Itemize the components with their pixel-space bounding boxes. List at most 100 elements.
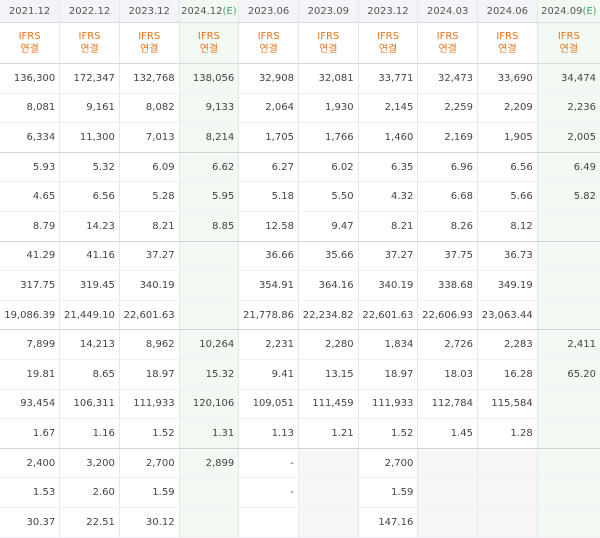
value-cell: 5.18 bbox=[238, 181, 299, 212]
value-cell: 12.58 bbox=[238, 211, 299, 242]
value-cell: 1,766 bbox=[297, 122, 359, 153]
value-cell: 340.19 bbox=[357, 270, 418, 301]
value-cell: 6.02 bbox=[297, 152, 359, 183]
value-cell: 3,200 bbox=[59, 448, 120, 479]
value-cell: 22,606.93 bbox=[417, 300, 478, 331]
value-cell: 32,081 bbox=[297, 63, 359, 94]
value-cell: 1.52 bbox=[118, 418, 180, 449]
consolidated-label: 연결 bbox=[498, 44, 517, 55]
ifrs-cell: IFRS 연결 bbox=[0, 22, 60, 64]
value-cell: 37.27 bbox=[357, 241, 418, 272]
table-row: 6,334 11,300 7,013 8,214 1,705 1,766 1,460 2,16… bbox=[0, 122, 600, 153]
value-cell: 136,300 bbox=[0, 63, 60, 94]
table-row: 1.67 1.16 1.52 1.31 1.13 1.21 1.52 1.45 1.28 bbox=[0, 418, 600, 449]
value-cell: 22,601.63 bbox=[357, 300, 418, 331]
value-cell: 112,784 bbox=[417, 389, 478, 420]
value-cell: 5.66 bbox=[477, 181, 538, 212]
value-cell: 8.79 bbox=[0, 211, 60, 242]
table-row: 93,454 106,311 111,933 120,106 109,051 111,45… bbox=[0, 389, 600, 420]
value-cell: 14.23 bbox=[59, 211, 120, 242]
value-cell: 41.16 bbox=[59, 241, 120, 272]
consolidated-label: 연결 bbox=[20, 44, 39, 55]
ifrs-label: IFRS bbox=[197, 31, 220, 42]
value-cell: 172,347 bbox=[59, 63, 120, 94]
value-cell: 1.28 bbox=[477, 418, 538, 449]
period-label: 2024.12 bbox=[181, 5, 223, 17]
value-cell: 1.67 bbox=[0, 418, 60, 449]
value-cell: 8,082 bbox=[118, 93, 180, 124]
value-cell bbox=[536, 270, 600, 301]
value-cell: 65.20 bbox=[536, 359, 600, 390]
value-cell: 22,234.82 bbox=[297, 300, 359, 331]
value-cell: 15.32 bbox=[178, 359, 239, 390]
consolidated-label: 연결 bbox=[259, 44, 278, 55]
value-cell: 2,169 bbox=[417, 122, 478, 153]
value-cell: 41.29 bbox=[0, 241, 60, 272]
value-cell: 11,300 bbox=[59, 122, 120, 153]
table-row: 8,081 9,161 8,082 9,133 2,064 1,930 2,145 2,259… bbox=[0, 93, 600, 124]
value-cell bbox=[536, 477, 600, 508]
value-cell: 5.50 bbox=[297, 181, 359, 212]
value-cell bbox=[297, 477, 359, 508]
value-cell: 5.82 bbox=[536, 181, 600, 212]
value-cell bbox=[178, 477, 239, 508]
value-cell: 2,283 bbox=[477, 329, 538, 360]
table-row: 5.93 5.32 6.09 6.62 6.27 6.02 6.35 6.96 6.56 6.49 bbox=[0, 152, 600, 183]
value-cell bbox=[477, 477, 538, 508]
value-cell: 4.32 bbox=[357, 181, 418, 212]
ifrs-label: IFRS bbox=[436, 31, 459, 42]
value-cell: 14,213 bbox=[59, 329, 120, 360]
value-cell: 2,411 bbox=[536, 329, 600, 360]
ifrs-cell: IFRS 연결 bbox=[536, 22, 600, 64]
ifrs-label: IFRS bbox=[376, 31, 399, 42]
value-cell bbox=[178, 241, 239, 272]
consolidated-label: 연결 bbox=[199, 44, 219, 55]
estimate-badge: (E) bbox=[222, 5, 237, 17]
ifrs-cell: IFRS 연결 bbox=[59, 22, 120, 64]
period-header-3: 2024.12(E) bbox=[178, 0, 239, 23]
table-row: 317.75 319.45 340.19 354.91 364.16 340.19 338.… bbox=[0, 270, 600, 301]
period-header-0: 2021.12 bbox=[0, 0, 60, 23]
ifrs-label: IFRS bbox=[317, 31, 340, 42]
value-cell: 36.66 bbox=[238, 241, 299, 272]
ifrs-cell: IFRS 연결 bbox=[178, 22, 239, 64]
value-cell: 8,962 bbox=[118, 329, 180, 360]
period-header-8: 2024.06 bbox=[477, 0, 538, 23]
period-header-6: 2023.12 bbox=[357, 0, 418, 23]
value-cell: 18.97 bbox=[118, 359, 180, 390]
value-cell: 1,460 bbox=[357, 122, 418, 153]
value-cell: 106,311 bbox=[59, 389, 120, 420]
value-cell: 2,231 bbox=[238, 329, 299, 360]
ifrs-label: IFRS bbox=[138, 31, 161, 42]
value-cell: 30.37 bbox=[0, 507, 60, 538]
value-cell: 6.09 bbox=[118, 152, 180, 183]
value-cell: 2,236 bbox=[536, 93, 600, 124]
value-cell: 2,259 bbox=[417, 93, 478, 124]
value-cell bbox=[536, 241, 600, 272]
period-label: 2024.03 bbox=[426, 5, 469, 17]
value-cell: 22,601.63 bbox=[118, 300, 180, 331]
value-cell: 6.27 bbox=[238, 152, 299, 183]
value-cell: 2,899 bbox=[178, 448, 239, 479]
value-cell: 338.68 bbox=[417, 270, 478, 301]
value-cell bbox=[178, 507, 239, 538]
table-row: 19,086.39 21,449.10 22,601.63 21,778.86 22,2… bbox=[0, 300, 600, 331]
ifrs-label: IFRS bbox=[557, 31, 580, 42]
table-row: 4.65 6.56 5.28 5.95 5.18 5.50 4.32 6.68 5.66 5.82 bbox=[0, 181, 600, 212]
period-header-9: 2024.09(E) bbox=[536, 0, 600, 23]
period-header-7: 2024.03 bbox=[417, 0, 478, 23]
value-cell: 147.16 bbox=[357, 507, 418, 538]
value-cell bbox=[417, 507, 478, 538]
value-cell: 2,700 bbox=[357, 448, 418, 479]
value-cell: 2,700 bbox=[118, 448, 180, 479]
value-cell: - bbox=[238, 477, 299, 508]
value-cell: 1,705 bbox=[238, 122, 299, 153]
value-cell: 16.28 bbox=[477, 359, 538, 390]
value-cell: 5.93 bbox=[0, 152, 60, 183]
value-cell: 2,726 bbox=[417, 329, 478, 360]
value-cell: 2,209 bbox=[477, 93, 538, 124]
value-cell: 6.56 bbox=[59, 181, 120, 212]
value-cell: 8.85 bbox=[178, 211, 239, 242]
value-cell: 1.53 bbox=[0, 477, 60, 508]
